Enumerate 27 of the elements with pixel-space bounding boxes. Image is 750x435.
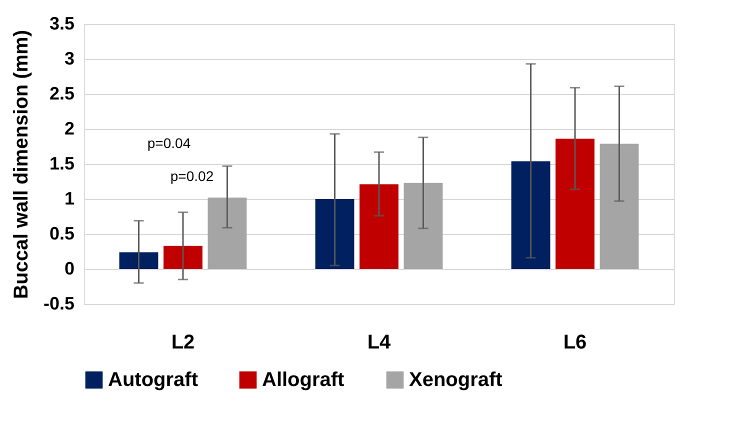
y-tick-label: -0.5 xyxy=(43,294,74,314)
bar xyxy=(404,182,443,269)
x-tick-label: L4 xyxy=(367,332,392,354)
y-tick-label: 0 xyxy=(64,258,74,278)
y-tick-label: 3 xyxy=(64,48,74,68)
y-tick-label: 3.5 xyxy=(49,14,74,34)
bar xyxy=(208,198,247,269)
x-tick-label: L6 xyxy=(563,332,587,354)
bar xyxy=(119,252,158,269)
bar xyxy=(600,144,639,269)
annotation: p=0.02 xyxy=(170,168,214,184)
legend-label: Autograft xyxy=(108,369,198,391)
y-tick-label: 1.5 xyxy=(49,154,74,174)
bar xyxy=(556,138,594,269)
annotation: p=0.04 xyxy=(147,135,191,152)
bar xyxy=(511,161,550,269)
y-tick-label: 0.5 xyxy=(49,224,74,244)
y-axis-title: Buccal wall dimension (mm) xyxy=(10,30,32,299)
legend-label: Allograft xyxy=(262,369,345,391)
y-tick-label: 2 xyxy=(64,118,74,138)
bar xyxy=(164,246,202,269)
legend-label: Xenograft xyxy=(409,369,503,391)
bar xyxy=(360,184,398,269)
y-tick-label: 1 xyxy=(64,188,74,208)
y-tick-label: 2.5 xyxy=(49,84,74,104)
bar xyxy=(315,199,354,269)
x-tick-label: L2 xyxy=(171,332,195,354)
